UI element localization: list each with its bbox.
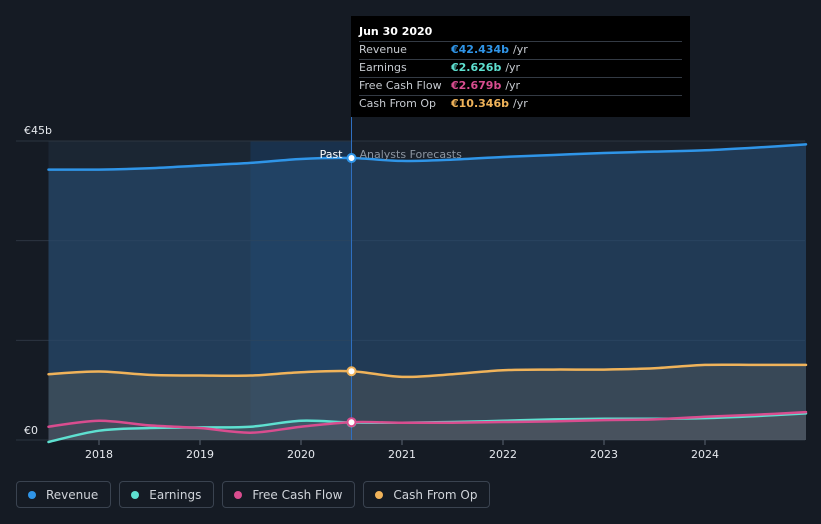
tooltip-date: Jun 30 2020 (359, 25, 433, 38)
tooltip-row: Earnings €2.626b/yr (359, 59, 682, 77)
tooltip-row-value: €2.679b (451, 79, 502, 92)
legend-item-earnings[interactable]: Earnings (119, 481, 215, 508)
tooltip-row: Free Cash Flow €2.679b/yr (359, 77, 682, 95)
legend-label: Cash From Op (393, 487, 478, 502)
forecast-label: Analysts Forecasts (360, 148, 463, 161)
x-axis-ticks: 2018 2019 2020 2021 2022 2023 2024 (85, 440, 719, 461)
y-axis-bottom-label: €0 (24, 424, 38, 437)
tooltip-row-value: €10.346b (451, 97, 509, 110)
data-tooltip: Jun 30 2020 Revenue €42.434b/yr Earnings €2… (351, 16, 690, 117)
legend-label: Earnings (149, 487, 202, 502)
chart-legend: Revenue Earnings Free Cash Flow Cash From O… (16, 481, 491, 508)
tooltip-row-label: Free Cash Flow (359, 79, 442, 92)
tooltip-row-unit: /yr (505, 79, 521, 92)
legend-label: Revenue (46, 487, 99, 502)
tooltip-row: Cash From Op €10.346b/yr (359, 95, 682, 113)
x-tick-label: 2021 (388, 448, 416, 461)
marker-cash-from-op (346, 366, 357, 377)
tooltip-rows: Revenue €42.434b/yr Earnings €2.626b/yr Free… (359, 41, 682, 113)
highlight-markers (346, 153, 357, 428)
x-tick-label: 2022 (489, 448, 517, 461)
tooltip-row-unit: /yr (512, 97, 528, 110)
marker-free-cash-flow (346, 417, 357, 428)
area-cash-from-op (48, 364, 806, 440)
area-revenue (48, 144, 806, 441)
x-tick-label: 2024 (691, 448, 719, 461)
legend-item-cash-from-op[interactable]: Cash From Op (363, 481, 491, 508)
tooltip-row-unit: /yr (512, 43, 528, 56)
x-tick-label: 2020 (287, 448, 315, 461)
x-tick-label: 2023 (590, 448, 618, 461)
legend-item-free-cash-flow[interactable]: Free Cash Flow (222, 481, 356, 508)
tooltip-row-label: Cash From Op (359, 97, 437, 110)
line-revenue (47, 143, 808, 171)
tooltip-row-value: €2.626b (451, 61, 502, 74)
line-cash-from-op (47, 363, 808, 379)
series-lines (47, 143, 808, 444)
tooltip-row-unit: /yr (505, 61, 521, 74)
tooltip-row: Revenue €42.434b/yr (359, 41, 682, 59)
line-free-cash-flow (47, 410, 808, 434)
tooltip-row-value: €42.434b (451, 43, 509, 56)
legend-dot-icon (28, 490, 36, 499)
tooltip-row-label: Earnings (359, 61, 407, 74)
legend-item-revenue[interactable]: Revenue (16, 481, 112, 508)
tooltip-row-label: Revenue (359, 43, 407, 56)
legend-dot-icon (234, 490, 243, 499)
x-tick-label: 2018 (85, 448, 113, 461)
x-tick-label: 2019 (186, 448, 214, 461)
series-areas (48, 144, 806, 442)
legend-dot-icon (375, 490, 384, 499)
y-axis-top-label: €45b (24, 124, 52, 137)
past-label: Past (320, 148, 344, 161)
legend-label: Free Cash Flow (252, 487, 343, 502)
legend-dot-icon (131, 490, 140, 499)
marker-revenue (346, 153, 357, 164)
